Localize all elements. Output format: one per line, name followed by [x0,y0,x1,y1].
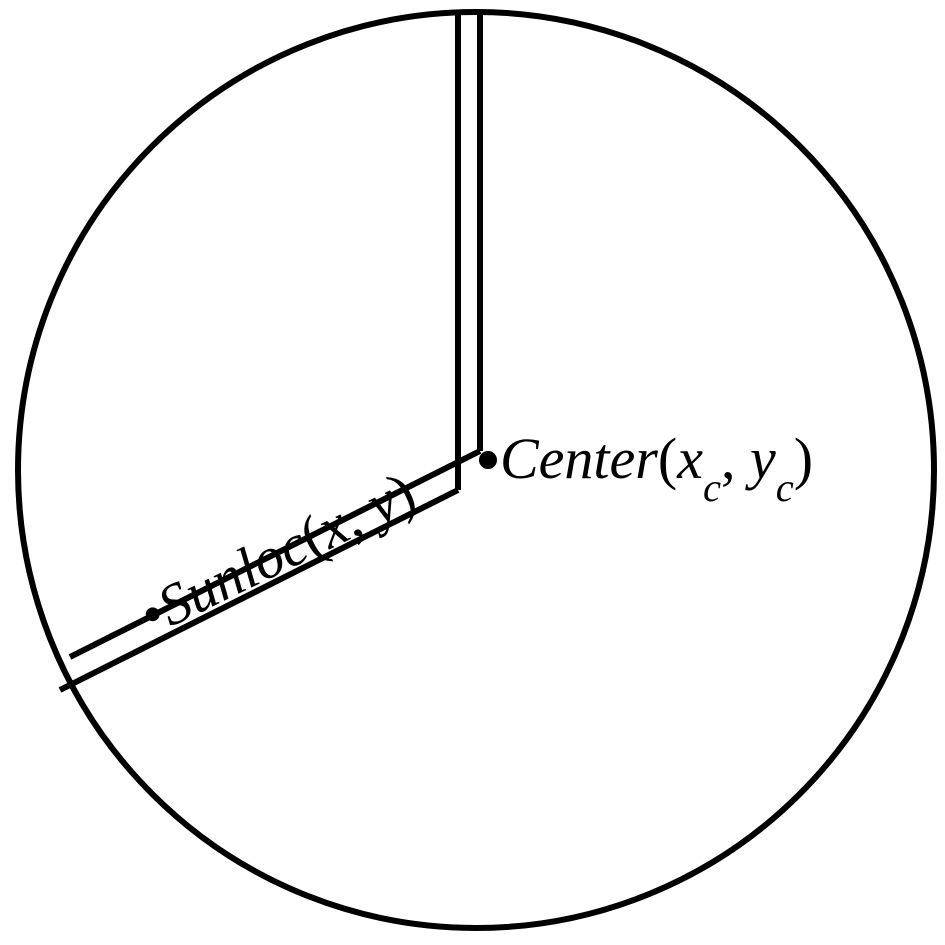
center-point [479,451,497,469]
